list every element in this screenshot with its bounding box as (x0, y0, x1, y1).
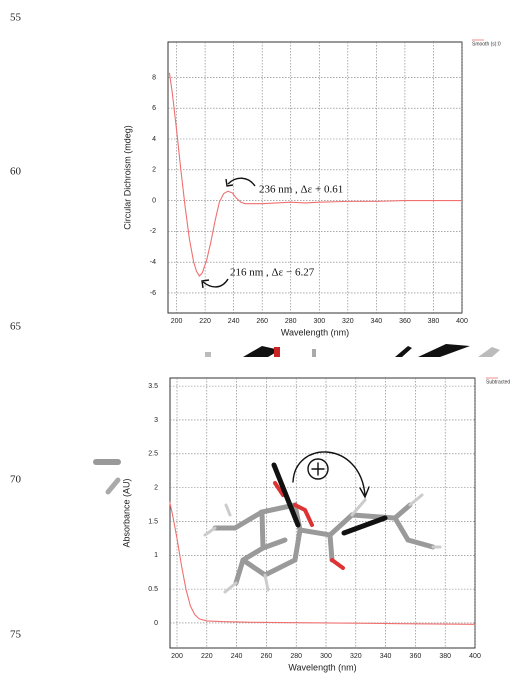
plot-frame (170, 378, 475, 648)
x-tick-label: 200 (171, 653, 183, 660)
x-tick-label: 320 (350, 653, 362, 660)
page: {"line_numbers":[55,60,65,70,75], "chart… (0, 0, 517, 680)
x-tick-label: 280 (290, 653, 302, 660)
x-axis-label: Wavelength (nm) (288, 662, 356, 672)
y-tick-label: 0 (154, 620, 158, 627)
x-tick-label: 240 (231, 653, 243, 660)
x-tick-label: 380 (428, 318, 440, 325)
y-tick-label: 3 (154, 417, 158, 424)
y-tick-label: -4 (150, 259, 156, 266)
plot-frame (168, 42, 462, 313)
x-tick-label: 380 (439, 653, 451, 660)
y-tick-label: 0.5 (148, 586, 158, 593)
y-tick-label: 1.5 (148, 518, 158, 525)
y-tick-label: 4 (152, 136, 156, 143)
y-axis-label: Absorbance (AU) (121, 478, 131, 547)
x-tick-label: 400 (456, 318, 468, 325)
x-tick-label: 300 (320, 653, 332, 660)
x-tick-label: 280 (285, 318, 297, 325)
x-tick-label: 340 (371, 318, 383, 325)
x-tick-label: 300 (313, 318, 325, 325)
molecule (205, 452, 440, 592)
legend-label: Smooth (s):0 (472, 41, 501, 47)
document: 5560657075200220240260280300320340360380… (0, 0, 517, 680)
x-tick-label: 360 (399, 318, 411, 325)
line-number: 65 (10, 321, 22, 333)
x-tick-label: 220 (201, 653, 213, 660)
y-tick-label: 0 (152, 197, 156, 204)
y-axis-label: Circular Dichroism (mdeg) (122, 125, 132, 230)
y-tick-label: -6 (150, 290, 156, 297)
y-tick-label: 1 (154, 552, 158, 559)
data-line (170, 501, 475, 624)
x-tick-label: 400 (469, 653, 481, 660)
annotation: 216 nm , Δε − 6.27 (230, 267, 315, 279)
y-tick-label: 6 (152, 105, 156, 112)
y-tick-label: 8 (152, 74, 156, 81)
y-tick-label: 2 (154, 484, 158, 491)
line-number: 55 (10, 12, 22, 24)
x-tick-label: 200 (171, 318, 183, 325)
data-line (169, 73, 462, 276)
line-number: 70 (10, 474, 22, 486)
x-axis-label: Wavelength (nm) (281, 327, 349, 337)
x-tick-label: 220 (199, 318, 211, 325)
y-tick-label: -2 (150, 228, 156, 235)
line-number: 60 (10, 166, 22, 178)
x-tick-label: 260 (261, 653, 273, 660)
y-tick-label: 3.5 (148, 383, 158, 390)
x-tick-label: 260 (256, 318, 268, 325)
y-tick-label: 2 (152, 167, 156, 174)
x-tick-label: 240 (228, 318, 240, 325)
y-tick-label: 2.5 (148, 451, 158, 458)
x-tick-label: 340 (380, 653, 392, 660)
x-tick-label: 360 (410, 653, 422, 660)
line-number: 75 (10, 629, 22, 641)
legend-label: Subtracted (486, 379, 510, 385)
x-tick-label: 320 (342, 318, 354, 325)
annotation: 236 nm , Δε + 0.61 (259, 184, 343, 196)
